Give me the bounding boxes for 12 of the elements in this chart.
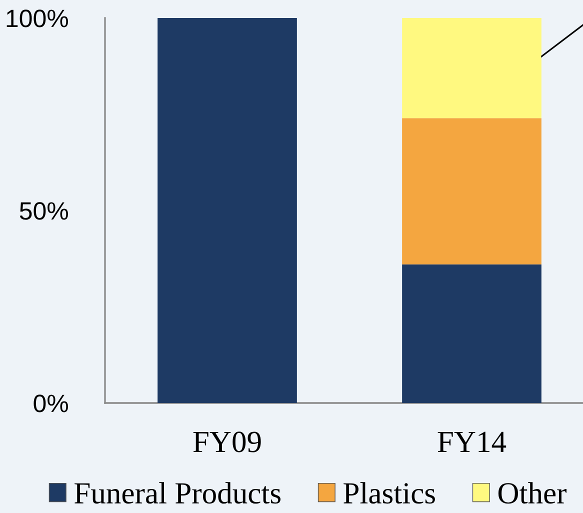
x-tick-label: FY14 [438,432,506,452]
legend-label: Other [498,482,566,504]
bar [402,118,542,264]
legend-label: Plastics [344,482,435,504]
y-tick-label: 100% [6,10,68,28]
legend-label: Funeral Products [74,482,280,504]
bar [402,18,542,118]
x-tick-label: FY09 [193,432,261,452]
bar [402,264,542,403]
bar [158,18,297,403]
y-tick-label: 50% [20,202,68,220]
y-tick-label: 0% [34,394,68,412]
